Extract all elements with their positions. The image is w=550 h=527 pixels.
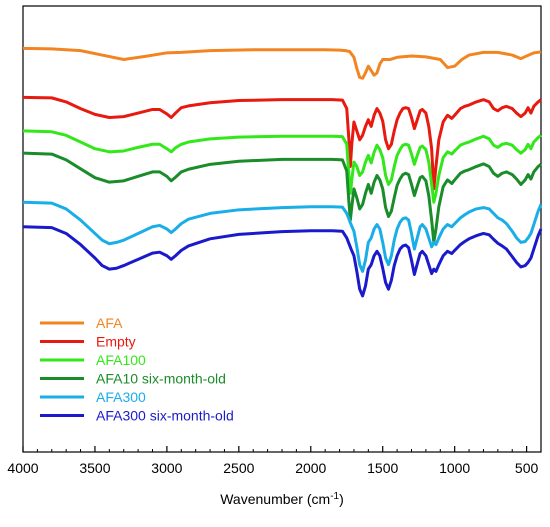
x-tick-label: 500 [515,460,539,476]
series-line-5 [22,225,543,298]
series-line-2 [22,129,542,204]
legend-label-1: Empty [96,334,136,350]
x-tick-label: 3500 [79,460,110,476]
series-line-3 [22,151,542,244]
x-axis-label: Wavenumber (cm-1) [220,491,344,508]
x-axis-label-superscript: -1 [330,491,339,502]
x-tick-label: 2000 [295,460,326,476]
legend-label-2: AFA100 [96,352,146,368]
legend-label-0: AFA [96,315,123,331]
x-axis-label-main: Wavenumber (cm [220,491,330,507]
series-layer [22,46,543,298]
x-tick-label: 2500 [223,460,254,476]
x-tick-label: 1500 [367,460,398,476]
x-tick-label: 4000 [7,460,38,476]
series-line-4 [22,200,543,273]
legend-label-3: AFA10 six-month-old [96,371,226,387]
x-axis-label-suffix: ) [339,491,344,507]
series-line-1 [22,95,542,191]
legend-label-5: AFA300 six-month-old [96,408,234,424]
x-tick-label: 1000 [439,460,470,476]
legend: AFA Empty AFA100 AFA10 six-month-old AFA300 A… [40,315,234,424]
x-axis-ticks: 4000 3500 3000 2500 2000 1500 1000 500 [7,446,542,476]
series-line-0 [22,46,542,80]
x-tick-label: 3000 [151,460,182,476]
legend-label-4: AFA300 [96,389,146,405]
